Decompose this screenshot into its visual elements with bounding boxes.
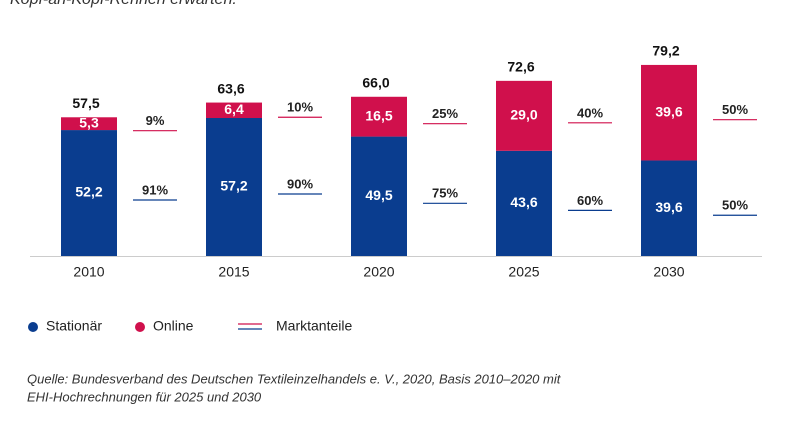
share-label: 9% — [146, 113, 165, 128]
segment-label: 6,4 — [224, 101, 244, 117]
bar-segment — [206, 102, 262, 119]
share-label: 25% — [432, 106, 458, 121]
bar-segment — [641, 64, 697, 161]
x-tick-label: 2025 — [508, 264, 539, 280]
source-line: EHI-Hochrechnungen für 2025 und 2030 — [27, 389, 262, 404]
bar-segment — [61, 130, 117, 256]
segment-label: 39,6 — [655, 103, 682, 119]
total-label: 66,0 — [362, 74, 389, 90]
bar-segment — [496, 150, 552, 256]
share-label: 90% — [287, 176, 313, 191]
total-label: 79,2 — [652, 43, 679, 59]
segment-label: 57,2 — [220, 178, 247, 194]
segment-label: 5,3 — [79, 114, 99, 130]
segment-label: 49,5 — [365, 187, 392, 203]
share-label: 60% — [577, 193, 603, 208]
x-tick-label: 2020 — [363, 264, 394, 280]
segment-label: 29,0 — [510, 107, 537, 123]
legend-label: Stationär — [46, 318, 102, 334]
share-label: 50% — [722, 102, 748, 117]
bar-segment — [61, 117, 117, 131]
bar-segment — [206, 118, 262, 256]
x-tick-label: 2015 — [218, 264, 249, 280]
legend-swatch — [135, 322, 145, 332]
legend-label: Online — [153, 318, 194, 334]
total-label: 57,5 — [72, 95, 99, 111]
legend-swatch — [28, 322, 38, 332]
share-label: 50% — [722, 198, 748, 213]
source-line: Quelle: Bundesverband des Deutschen Text… — [27, 371, 562, 386]
share-label: 91% — [142, 182, 168, 197]
x-tick-label: 2030 — [653, 264, 684, 280]
segment-label: 43,6 — [510, 194, 537, 210]
x-tick-label: 2010 — [73, 264, 104, 280]
share-label: 40% — [577, 105, 603, 120]
bar-segment — [496, 80, 552, 151]
total-label: 72,6 — [507, 59, 534, 75]
bar-segment — [351, 136, 407, 256]
share-label: 10% — [287, 100, 313, 115]
bar-segment — [641, 160, 697, 256]
bar-segment — [351, 96, 407, 137]
legend-label: Marktanteile — [276, 318, 352, 334]
share-label: 75% — [432, 186, 458, 201]
segment-label: 39,6 — [655, 199, 682, 215]
segment-label: 52,2 — [75, 184, 102, 200]
total-label: 63,6 — [217, 80, 244, 96]
intro: Kopf-an-Kopf-Rennen erwarten. — [10, 0, 237, 8]
segment-label: 16,5 — [365, 107, 392, 123]
